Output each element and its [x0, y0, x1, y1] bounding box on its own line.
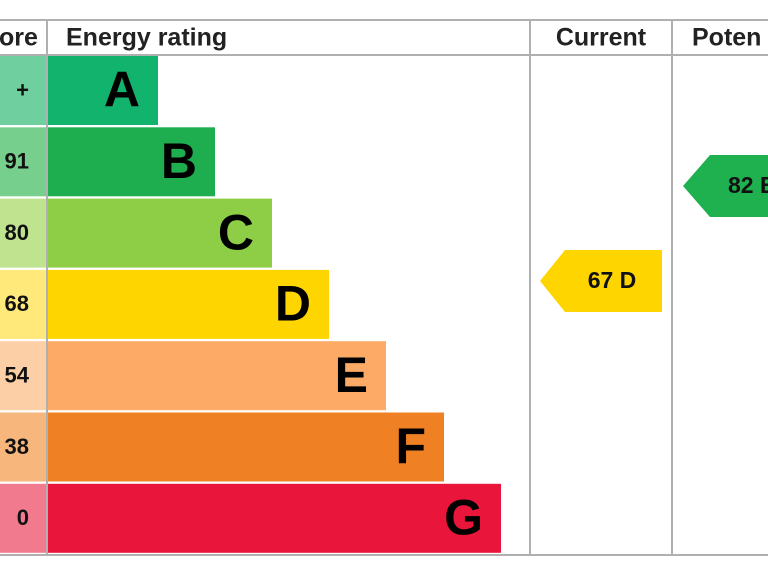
current-label: 67 D: [588, 267, 637, 293]
band-letter: F: [395, 418, 426, 474]
band-bar: [48, 341, 386, 411]
score-cell: [0, 198, 46, 268]
score-range: 38: [5, 434, 29, 459]
current-header: Current: [556, 24, 647, 52]
current-arrow: [540, 250, 662, 312]
score-range: +: [16, 77, 29, 102]
band-letter: B: [161, 133, 197, 189]
band-letter: A: [104, 62, 140, 118]
score-range: 54: [5, 363, 30, 388]
rating-header: Energy rating: [66, 24, 227, 52]
score-cell: [0, 341, 46, 411]
score-cell: [0, 483, 46, 553]
bands: + A 91 B 80 C 68 D 54 E 38 F 0 G: [0, 56, 501, 553]
score-cell: [0, 269, 46, 339]
band-letter: C: [218, 204, 254, 260]
score-header: ore: [0, 24, 38, 52]
score-range: 80: [5, 220, 29, 245]
score-range: 91: [5, 149, 29, 174]
score-cell: [0, 56, 46, 125]
score-cell: [0, 412, 46, 482]
band-bar: [48, 269, 329, 339]
score-range: 0: [17, 505, 29, 530]
potential-arrow: [683, 155, 768, 217]
band-bar: [48, 127, 215, 197]
potential-header: Poten: [692, 24, 761, 52]
score-range: 68: [5, 291, 29, 316]
band-bar: [48, 483, 501, 553]
band-letter: D: [275, 276, 311, 332]
band-bar: [48, 56, 158, 125]
band-bar: [48, 198, 272, 268]
band-letter: G: [444, 490, 483, 546]
potential-label: 82 B: [728, 172, 768, 198]
score-cell: [0, 127, 46, 197]
band-bar: [48, 412, 444, 482]
band-letter: E: [335, 347, 368, 403]
